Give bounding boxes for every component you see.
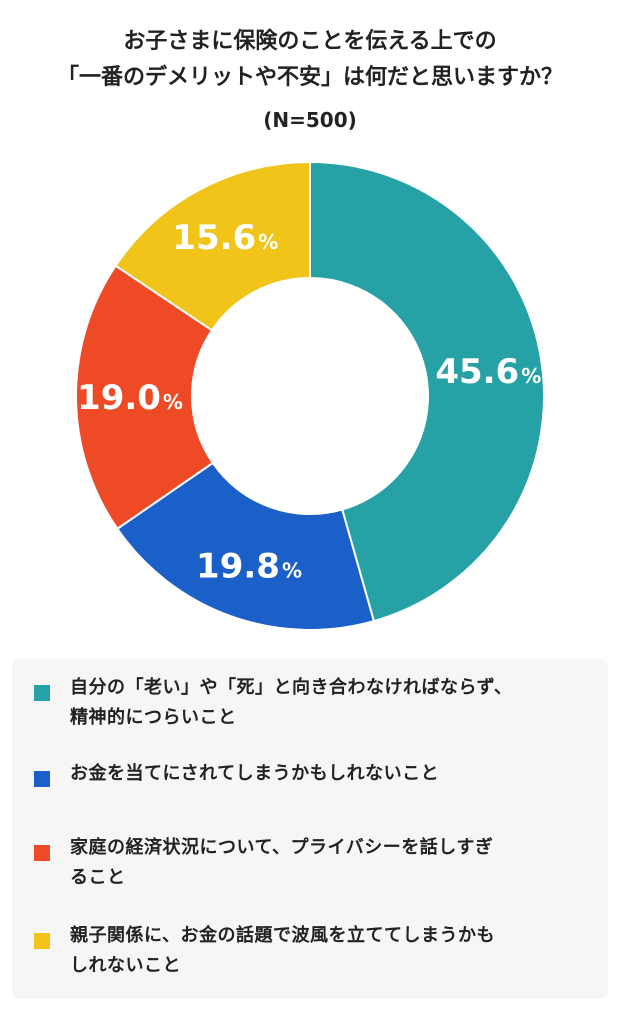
legend-item: 親子関係に、お金の話題で波風を立ててしまうかも しれないこと [34,921,584,991]
legend-item: 自分の「老い」や「死」と向き合わなければならず、 精神的につらいこと [34,673,584,759]
slice-value-label: 45.6% [435,352,541,392]
donut-slice [75,264,215,531]
title-line-1: お子さまに保険のことを伝える上での [123,29,497,54]
legend-swatch [34,933,50,949]
legend: 自分の「老い」や「死」と向き合わなければならず、 精神的につらいこと お金を当て… [12,659,608,999]
legend-swatch [34,845,50,861]
legend-item: 家庭の経済状況について、プライバシーを話しすぎ ること [34,833,584,921]
legend-swatch [34,685,50,701]
donut-slice [115,461,376,631]
legend-label-line-2: しれないこと [70,955,181,976]
legend-swatch [34,771,50,787]
donut-slice [114,160,311,332]
slice-value-label: 19.8% [196,546,302,586]
legend-label-line-2: 精神的につらいこと [70,707,237,728]
donut-slice [309,160,545,623]
slice-value-label: 19.0% [77,378,183,418]
chart-title: お子さまに保険のことを伝える上での 「一番のデメリットや不安」は何だと思いますか… [0,24,620,138]
chart-subtitle: (N=500) [263,108,357,132]
legend-label-line-1: 親子関係に、お金の話題で波風を立ててしまうかも [70,925,495,946]
legend-item: お金を当てにされてしまうかもしれないこと [34,759,584,833]
slice-value-label: 15.6% [172,218,278,258]
legend-label-line-1: 自分の「老い」や「死」と向き合わなければならず、 [70,677,513,698]
legend-label-line-1: 家庭の経済状況について、プライバシーを話しすぎ [70,837,494,858]
title-line-2: 「一番のデメリットや不安」は何だと思いますか？ [56,65,563,90]
legend-label-line-2: ること [70,867,126,888]
legend-label-line-1: お金を当てにされてしまうかもしれないこと [70,763,440,784]
donut-chart: 45.6 % 19.8% 19.0 % 15.6% [75,160,545,631]
